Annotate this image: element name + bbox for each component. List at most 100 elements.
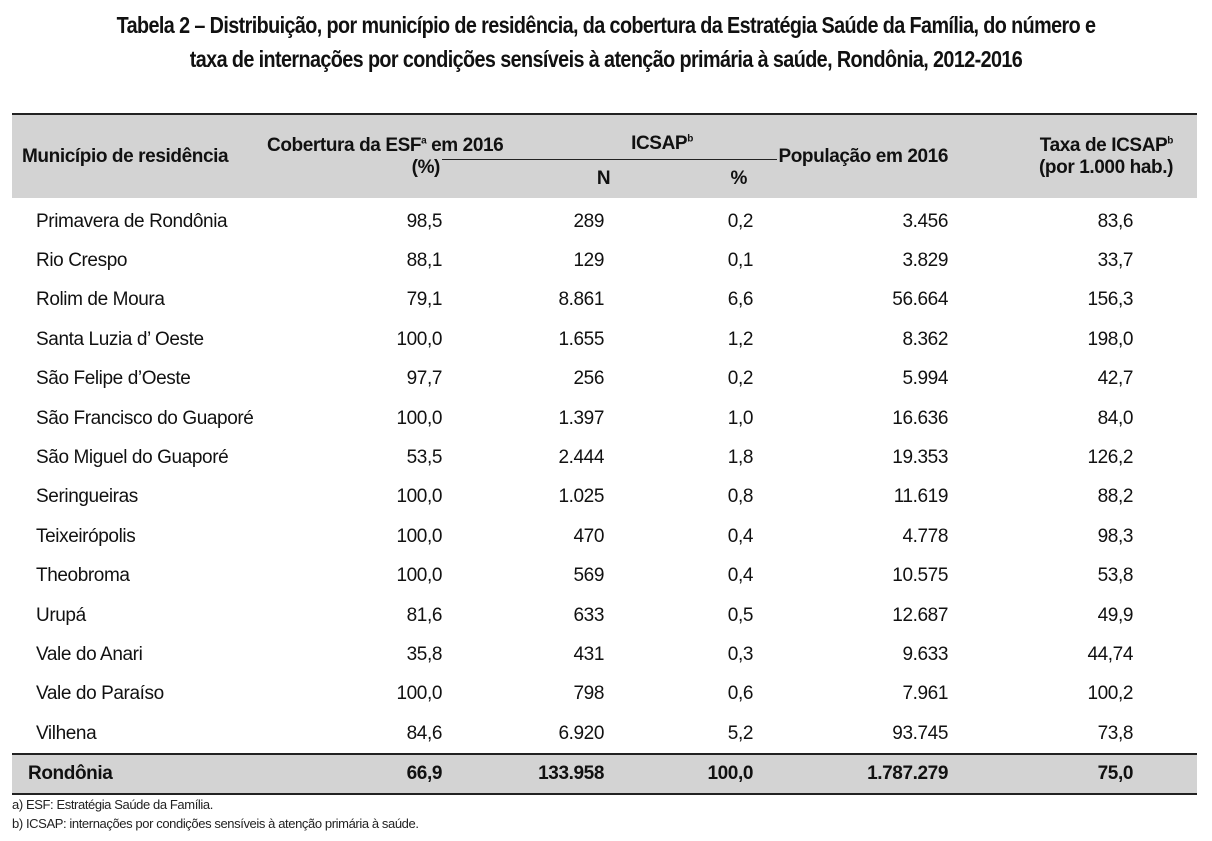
cell-cobertura: 84,6: [406, 722, 443, 744]
cell-cobertura: 88,1: [406, 250, 443, 272]
cell-pct: 6,6: [727, 289, 754, 311]
header-taxa-label: Taxa de ICSAP: [1039, 134, 1168, 156]
cell-cobertura: 100,0: [396, 328, 442, 350]
cell-taxa: 42,7: [1097, 368, 1134, 390]
cell-n: 798: [573, 683, 604, 705]
cell-pct: 1,8: [727, 447, 754, 469]
total-cobertura: 66,9: [267, 753, 442, 796]
cell-cobertura: 97,7: [406, 368, 443, 390]
cell-municipio: Teixeirópolis: [36, 525, 136, 547]
cell-taxa: 44,74: [1087, 643, 1134, 665]
table-row: Teixeirópolis 100,0 470 0,4 4.778 98,3: [12, 517, 1197, 556]
cell-pct: 5,2: [727, 722, 754, 744]
cell-municipio: Rolim de Moura: [36, 289, 165, 311]
cell-pct: 0,2: [727, 368, 754, 390]
cell-populacao: 12.687: [892, 604, 949, 626]
cell-populacao: 19.353: [892, 447, 949, 469]
total-pct: 100,0: [660, 753, 778, 796]
cell-cobertura: 100,0: [396, 486, 442, 508]
cell-populacao: 11.619: [893, 486, 949, 508]
table-body: Primavera de Rondônia 98,5 289 0,2 3.456 83,6…: [12, 198, 1197, 754]
total-populacao: 1.787.279: [777, 753, 953, 796]
cell-populacao: 3.829: [902, 250, 949, 272]
header-pct: %: [660, 159, 778, 198]
cell-municipio: Theobroma: [36, 565, 130, 587]
table-row: Rio Crespo 88,1 129 0,1 3.829 33,7: [12, 241, 1197, 280]
table-row: Primavera de Rondônia 98,5 289 0,2 3.456 83,6: [12, 198, 1197, 241]
cell-pct: 0,6: [727, 683, 754, 705]
cell-municipio: Primavera de Rondônia: [36, 210, 228, 232]
header-municipio: Município de residência: [12, 113, 267, 198]
table-title: Tabela 2 – Distribuição, por município d…: [85, 8, 1127, 76]
cell-municipio: São Felipe d’Oeste: [36, 368, 191, 390]
footnote-b: b) ICSAP: internações por condições sens…: [12, 816, 419, 831]
table-row: Vale do Paraíso 100,0 798 0,6 7.961 100,2: [12, 675, 1197, 714]
table-row: São Miguel do Guaporé 53,5 2.444 1,8 19.353 1…: [12, 438, 1197, 477]
cell-taxa: 53,8: [1097, 565, 1134, 587]
header-icsap-footnote: b: [687, 133, 693, 145]
cell-municipio: Santa Luzia d’ Oeste: [36, 328, 204, 350]
cell-pct: 1,0: [727, 407, 754, 429]
cell-cobertura: 100,0: [396, 683, 442, 705]
header-cobertura-unit: (%): [411, 156, 441, 178]
cell-cobertura: 53,5: [406, 447, 443, 469]
cell-n: 470: [573, 525, 604, 547]
footnote-a: a) ESF: Estratégia Saúde da Família.: [12, 797, 213, 812]
cell-populacao: 10.575: [892, 565, 949, 587]
cell-n: 569: [573, 565, 604, 587]
table-header: Município de residência Cobertura da ESF…: [12, 113, 1198, 198]
header-cobertura-year: em 2016: [426, 134, 504, 156]
header-n: N: [442, 159, 660, 198]
cell-cobertura: 79,1: [406, 289, 443, 311]
cell-pct: 0,2: [727, 210, 754, 232]
cell-populacao: 3.456: [902, 210, 949, 232]
cell-taxa: 198,0: [1087, 328, 1134, 350]
cell-n: 129: [573, 250, 604, 272]
cell-populacao: 56.664: [892, 289, 949, 311]
cell-taxa: 88,2: [1097, 486, 1134, 508]
cell-pct: 1,2: [727, 328, 754, 350]
table-row: São Felipe d’Oeste 97,7 256 0,2 5.994 42,7: [12, 360, 1197, 399]
cell-taxa: 73,8: [1097, 722, 1134, 744]
header-icsap-label: ICSAP: [631, 133, 688, 154]
cell-populacao: 9.633: [902, 643, 949, 665]
cell-municipio: Vale do Paraíso: [36, 683, 164, 705]
footnotes: a) ESF: Estratégia Saúde da Família. b) …: [12, 795, 419, 833]
data-table: Município de residência Cobertura da ESF…: [12, 113, 1198, 796]
cell-n: 1.655: [558, 328, 604, 350]
cell-populacao: 4.778: [902, 525, 949, 547]
table-row: São Francisco do Guaporé 100,0 1.397 1,0 16.…: [12, 399, 1197, 438]
cell-cobertura: 35,8: [406, 643, 443, 665]
table-row: Rolim de Moura 79,1 8.861 6,6 56.664 156,3: [12, 281, 1197, 320]
table-row: Theobroma 100,0 569 0,4 10.575 53,8: [12, 557, 1197, 596]
cell-cobertura: 100,0: [396, 407, 442, 429]
cell-taxa: 33,7: [1097, 250, 1134, 272]
header-populacao: População em 2016: [777, 113, 953, 198]
cell-cobertura: 100,0: [396, 525, 442, 547]
cell-populacao: 5.994: [902, 368, 949, 390]
cell-municipio: Seringueiras: [36, 486, 138, 508]
table-row: Santa Luzia d’ Oeste 100,0 1.655 1,2 8.362 19…: [12, 320, 1197, 359]
table-row: Urupá 81,6 633 0,5 12.687 49,9: [12, 596, 1197, 635]
cell-pct: 0,5: [727, 604, 754, 626]
cell-municipio: Urupá: [36, 604, 86, 626]
header-icsap: ICSAPb: [442, 113, 778, 160]
table-row: Vale do Anari 35,8 431 0,3 9.633 44,74: [12, 635, 1197, 674]
cell-taxa: 156,3: [1087, 289, 1134, 311]
cell-populacao: 7.961: [902, 683, 949, 705]
cell-cobertura: 81,6: [406, 604, 443, 626]
header-cobertura: Cobertura da ESFa em 2016 (%): [267, 113, 504, 198]
table-row: Seringueiras 100,0 1.025 0,8 11.619 88,2: [12, 478, 1197, 517]
cell-n: 2.444: [558, 447, 604, 469]
total-row: Rondônia 66,9 133.958 100,0 1.787.279 75…: [12, 753, 1198, 796]
header-cobertura-label: Cobertura da ESF: [267, 134, 422, 156]
table-row: Vilhena 84,6 6.920 5,2 93.745 73,8: [12, 714, 1197, 754]
total-n: 133.958: [442, 753, 660, 796]
header-taxa-footnote: b: [1167, 135, 1174, 147]
cell-municipio: Vale do Anari: [36, 643, 143, 665]
total-taxa: 75,0: [952, 753, 1198, 796]
cell-populacao: 93.745: [892, 722, 949, 744]
cell-pct: 0,1: [727, 250, 754, 272]
cell-municipio: Rio Crespo: [36, 250, 128, 272]
total-municipio: Rondônia: [12, 753, 267, 796]
